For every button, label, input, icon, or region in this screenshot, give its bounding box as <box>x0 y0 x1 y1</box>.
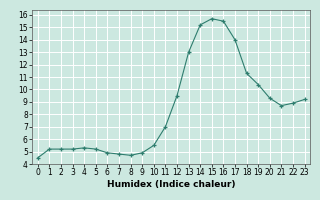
X-axis label: Humidex (Indice chaleur): Humidex (Indice chaleur) <box>107 180 236 189</box>
